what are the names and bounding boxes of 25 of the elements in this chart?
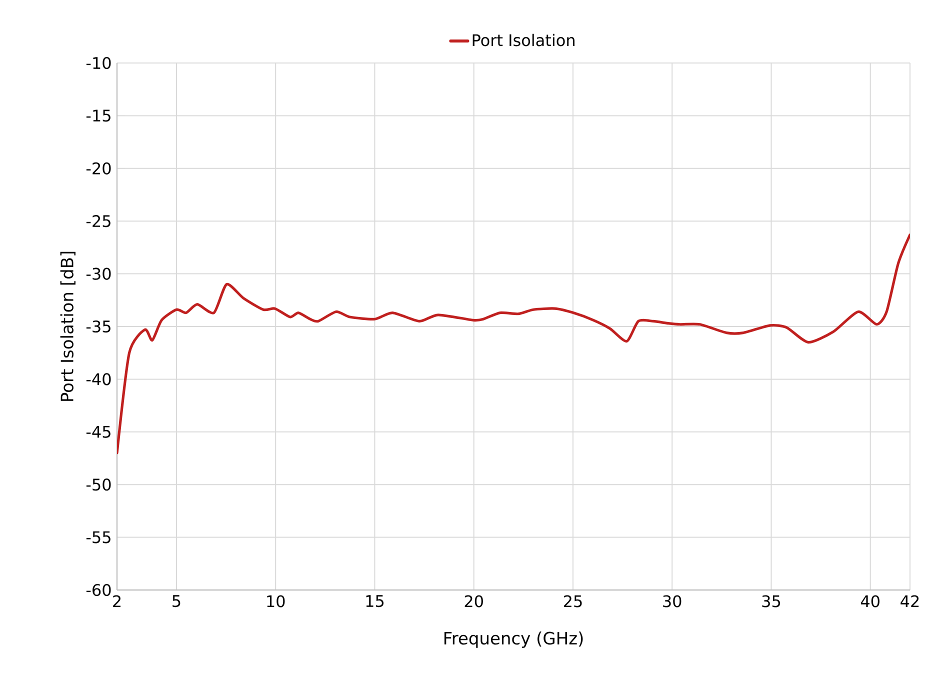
legend-label: Port Isolation — [472, 34, 574, 46]
x-tick-label: 5 — [172, 595, 180, 608]
y-tick-label: -55 — [86, 531, 110, 544]
x-tick-label: 2 — [113, 595, 120, 608]
y-tick-label: -25 — [86, 215, 110, 228]
x-axis-title: Frequency (GHz) — [444, 631, 583, 648]
y-axis-title: Port Isolation [dB] — [60, 252, 76, 401]
x-tick-label: 10 — [267, 595, 285, 608]
x-tick-label: 40 — [860, 595, 880, 608]
y-tick-label: -35 — [86, 320, 110, 333]
y-tick-label: -60 — [86, 584, 111, 596]
y-tick-label: -15 — [86, 110, 110, 122]
x-tick-label: 20 — [464, 595, 483, 608]
y-tick-label: -50 — [86, 478, 111, 491]
x-tick-label: 15 — [366, 595, 384, 608]
y-tick-label: -30 — [86, 268, 111, 280]
y-tick-label: -20 — [86, 162, 111, 174]
x-tick-label: 30 — [663, 595, 682, 608]
y-tick-label: -10 — [86, 56, 111, 70]
x-tick-label: 42 — [900, 595, 919, 608]
x-tick-label: 25 — [564, 595, 582, 608]
y-tick-label: -45 — [86, 426, 110, 438]
y-tick-label: -40 — [86, 373, 111, 386]
x-tick-label: 35 — [762, 595, 780, 608]
line-series — [117, 234, 910, 454]
